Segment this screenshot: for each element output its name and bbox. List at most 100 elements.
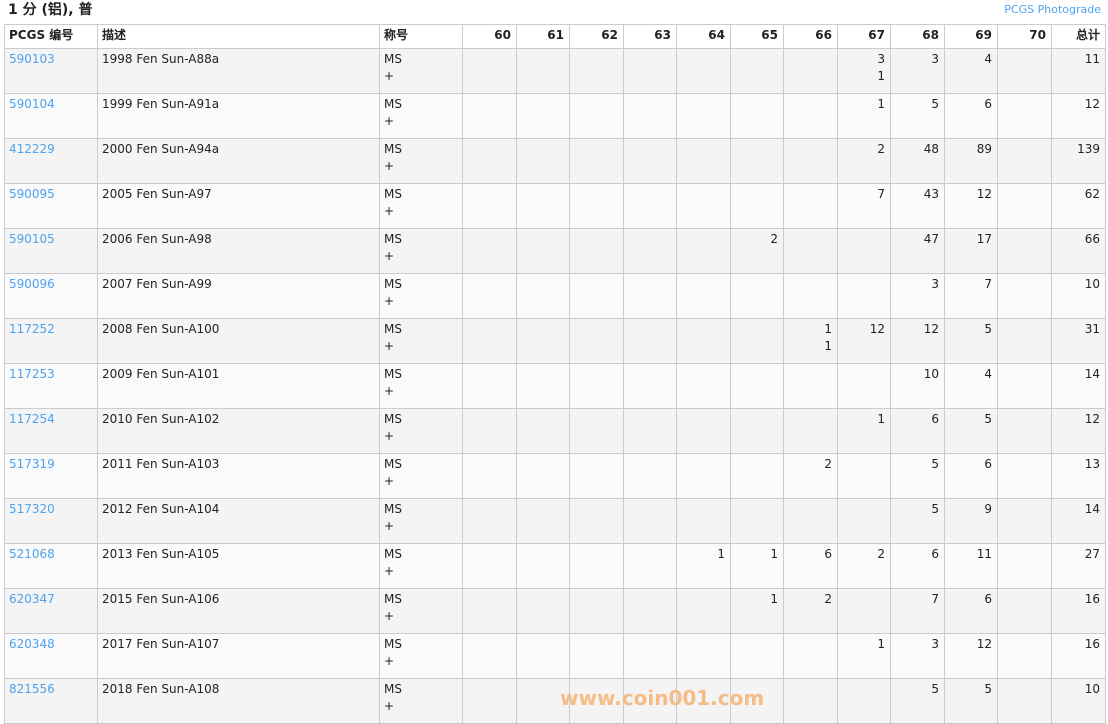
grade-count[interactable]: 1	[877, 412, 885, 426]
grade-count[interactable]: 6	[931, 412, 939, 426]
column-header: 61	[516, 24, 570, 49]
pcgs-number-link[interactable]: 590104	[9, 97, 55, 111]
grade-count[interactable]: 5	[984, 682, 992, 696]
grade-66-cell	[783, 273, 838, 319]
grade-count[interactable]: 1	[877, 637, 885, 651]
grade-count[interactable]: 17	[976, 232, 992, 246]
grade-count[interactable]: 12	[869, 322, 885, 336]
grade-count[interactable]: 6	[984, 457, 992, 471]
grade-count[interactable]: 2	[770, 232, 778, 246]
grade-count[interactable]: 2	[824, 457, 832, 471]
grade-count[interactable]: 6	[984, 97, 992, 111]
grade-count[interactable]: 1	[877, 97, 885, 111]
grade-count[interactable]: 7	[931, 592, 939, 606]
grade-63-cell	[623, 48, 677, 94]
grade-count[interactable]: 3	[877, 52, 885, 66]
grade-count[interactable]: 6	[824, 547, 832, 561]
pcgs-photograde-link[interactable]: PCGS Photograde	[1004, 3, 1101, 16]
grade-69-cell: 6	[944, 93, 998, 139]
grade-60-cell	[462, 633, 517, 679]
grade-count[interactable]: 48	[923, 142, 939, 156]
grade-count[interactable]: 5	[931, 682, 939, 696]
grade-count[interactable]: 2	[877, 547, 885, 561]
grade-64-cell	[676, 453, 731, 499]
grade-count[interactable]: 12	[976, 187, 992, 201]
grade-count[interactable]: 5	[984, 412, 992, 426]
grade-64-cell	[676, 228, 731, 274]
grade-63-cell	[623, 678, 677, 724]
grade-count[interactable]: 5	[931, 502, 939, 516]
grade-count[interactable]: 43	[923, 187, 939, 201]
table-row: 590103 1998 Fen Sun-A88a MS +3 1 3 4 11	[4, 48, 1106, 94]
grade-count[interactable]: 5	[931, 97, 939, 111]
grade-62-cell	[569, 408, 624, 454]
pcgs-number-link[interactable]: 620347	[9, 592, 55, 606]
grade-63-cell	[623, 408, 677, 454]
grade-63-cell	[623, 138, 677, 184]
grade-69-cell: 4	[944, 363, 998, 409]
grade-66-cell	[783, 498, 838, 544]
table-header-row: PCGS 编号 描述 称号 60 61 62 63 64 65 66 67 68 69 70 总计	[4, 24, 1106, 49]
grade-63-cell	[623, 363, 677, 409]
grade-count[interactable]: 3	[931, 277, 939, 291]
grade-count[interactable]: 1	[770, 547, 778, 561]
designation-cell: MS +	[379, 273, 463, 319]
grade-63-cell	[623, 273, 677, 319]
grade-count[interactable]: 1	[824, 322, 832, 336]
pcgs-number-link[interactable]: 590103	[9, 52, 55, 66]
pcgs-number-link[interactable]: 821556	[9, 682, 55, 696]
grade-count[interactable]: 2	[824, 592, 832, 606]
grade-64-cell	[676, 48, 731, 94]
grade-count[interactable]: 5	[931, 457, 939, 471]
pcgs-number-link[interactable]: 521068	[9, 547, 55, 561]
grade-count[interactable]: 1	[770, 592, 778, 606]
grade-62-cell	[569, 453, 624, 499]
designation-ms: MS	[384, 52, 402, 66]
column-header: 68	[890, 24, 945, 49]
grade-count[interactable]: 5	[984, 322, 992, 336]
grade-count[interactable]: 1	[717, 547, 725, 561]
grade-64-cell	[676, 273, 731, 319]
grade-count[interactable]: 9	[984, 502, 992, 516]
pcgs-number-link[interactable]: 117252	[9, 322, 55, 336]
grade-count[interactable]: 12	[923, 322, 939, 336]
pcgs-number-link[interactable]: 590105	[9, 232, 55, 246]
grade-plus-count[interactable]: 1	[824, 339, 832, 353]
grade-count[interactable]: 7	[877, 187, 885, 201]
grade-count[interactable]: 89	[976, 142, 992, 156]
grade-68-cell: 5	[890, 93, 945, 139]
grade-count[interactable]: 2	[877, 142, 885, 156]
grade-60-cell	[462, 408, 517, 454]
total-cell: 27	[1051, 543, 1106, 589]
pcgs-number-link[interactable]: 620348	[9, 637, 55, 651]
pcgs-number-link[interactable]: 517320	[9, 502, 55, 516]
grade-count[interactable]: 6	[984, 592, 992, 606]
grade-count[interactable]: 6	[931, 547, 939, 561]
grade-plus-count[interactable]: 1	[877, 69, 885, 83]
grade-68-cell: 6	[890, 543, 945, 589]
grade-61-cell	[516, 138, 570, 184]
pcgs-number-link[interactable]: 412229	[9, 142, 55, 156]
pcgs-number-link[interactable]: 590096	[9, 277, 55, 291]
grade-count[interactable]: 3	[931, 637, 939, 651]
table-row: 590104 1999 Fen Sun-A91a MS +1 5 6 12	[4, 93, 1106, 139]
pcgs-number-link[interactable]: 517319	[9, 457, 55, 471]
grade-count[interactable]: 11	[976, 547, 992, 561]
pcgs-number-cell: 517319	[4, 453, 98, 499]
grade-count[interactable]: 3	[931, 52, 939, 66]
grade-count[interactable]: 4	[984, 367, 992, 381]
grade-count[interactable]: 7	[984, 277, 992, 291]
grade-69-cell: 5	[944, 678, 998, 724]
designation-plus: +	[384, 159, 395, 173]
pcgs-number-link[interactable]: 117253	[9, 367, 55, 381]
grade-68-cell: 7	[890, 588, 945, 634]
grade-count[interactable]: 47	[923, 232, 939, 246]
grade-61-cell	[516, 408, 570, 454]
grade-67-cell: 2	[837, 543, 891, 589]
pcgs-number-link[interactable]: 590095	[9, 187, 55, 201]
grade-count[interactable]: 12	[976, 637, 992, 651]
grade-count[interactable]: 4	[984, 52, 992, 66]
grade-count[interactable]: 10	[923, 367, 939, 381]
description-cell: 2000 Fen Sun-A94a	[97, 138, 380, 184]
pcgs-number-link[interactable]: 117254	[9, 412, 55, 426]
